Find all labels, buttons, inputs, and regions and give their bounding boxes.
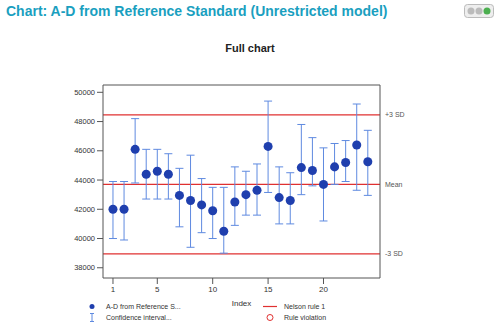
html-text:Confidence interval...: Confidence interval... xyxy=(106,314,172,321)
svg-text:38000: 38000 xyxy=(74,263,95,272)
svg-text:44000: 44000 xyxy=(74,176,95,185)
svg-text:Mean: Mean xyxy=(385,181,403,188)
svg-text:42000: 42000 xyxy=(74,205,95,214)
html-text:Chart: A-D from Reference Stan: Chart: A-D from Reference Standard (Unre… xyxy=(6,3,388,19)
svg-text:5: 5 xyxy=(155,285,160,294)
svg-text:-3 SD: -3 SD xyxy=(385,250,403,257)
svg-text:10: 10 xyxy=(208,285,217,294)
html-text:Nelson rule 1: Nelson rule 1 xyxy=(284,303,326,310)
html-text:Full chart: Full chart xyxy=(225,42,275,54)
svg-text:+3 SD: +3 SD xyxy=(385,111,405,118)
svg-text:1: 1 xyxy=(111,285,116,294)
svg-text:50000: 50000 xyxy=(74,88,95,97)
html-text:A-D from Reference S...: A-D from Reference S... xyxy=(106,303,181,310)
svg-text:20: 20 xyxy=(319,285,328,294)
svg-text:40000: 40000 xyxy=(74,234,95,243)
svg-text:15: 15 xyxy=(264,285,273,294)
svg-text:Index: Index xyxy=(232,299,252,306)
svg-text:46000: 46000 xyxy=(74,146,95,155)
html-text:Rule violation: Rule violation xyxy=(284,314,326,321)
svg-text:48000: 48000 xyxy=(74,117,95,126)
